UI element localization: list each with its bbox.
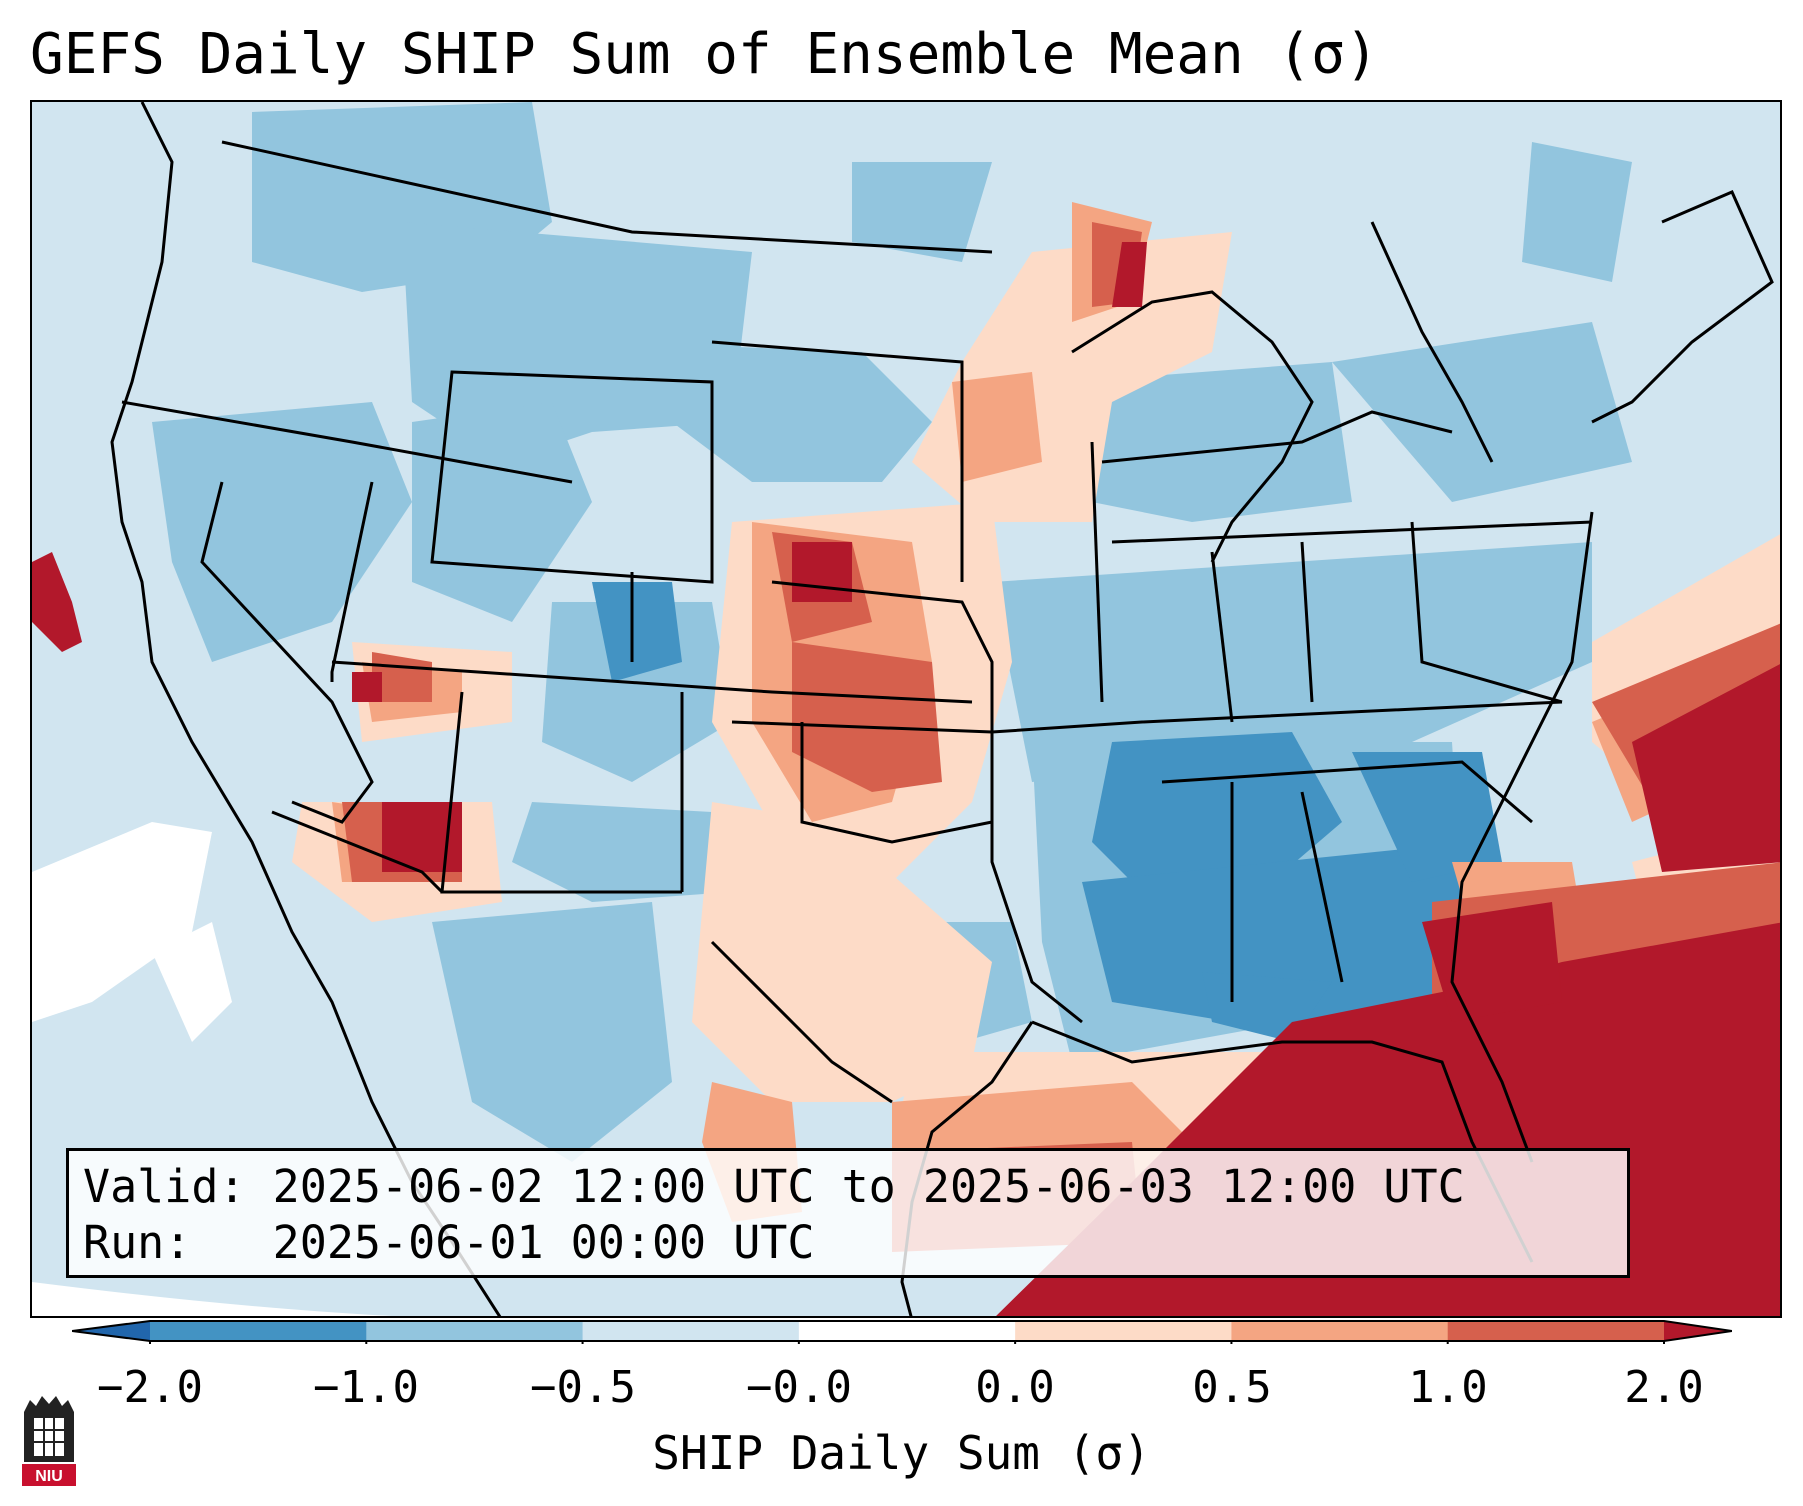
us-canada-border [221,140,993,254]
colorbar-tick-label: −1.0 [313,1362,419,1413]
colorbar-segment [150,1321,367,1341]
map-panel [30,100,1782,1318]
valid-time-text: Valid: 2025-06-02 12:00 UTC to 2025-06-0… [83,1160,1465,1213]
colorbar-tick-label: −2.0 [97,1362,203,1413]
colorbar-tick-label: 0.5 [1192,1362,1272,1413]
colorbar-tick-label: 1.0 [1408,1362,1488,1413]
colorbar-tick-label: −0.0 [746,1362,852,1413]
colorbar-segment [582,1321,800,1341]
colorbar-segment [1231,1321,1449,1341]
colorbar-extend-min [72,1321,150,1341]
colorbar-tick-label: 2.0 [1624,1362,1704,1413]
shading-neutral [32,822,232,1042]
map-canvas [32,102,1780,1316]
colorbar-segment [1015,1321,1232,1341]
boundaries [110,102,1774,1316]
pacific-coast [110,102,502,1316]
colorbar-segment [366,1321,584,1341]
chart-title: GEFS Daily SHIP Sum of Ensemble Mean (σ) [30,22,1379,87]
colorbar [72,1320,1732,1344]
run-time-text: Run: 2025-06-01 00:00 UTC [83,1216,815,1269]
or-ca-border [121,400,573,484]
niu-logo: NIU [22,1396,76,1486]
info-box: Valid: 2025-06-02 12:00 UTC to 2025-06-0… [66,1148,1630,1278]
colorbar-tick-label: −0.5 [530,1362,636,1413]
colorbar-extend-max [1664,1321,1732,1341]
colorbar-segment [1447,1321,1665,1341]
projection-edge-left [32,1282,392,1316]
logo-text: NIU [35,1468,63,1485]
colorbar-tick-label: 0.0 [975,1362,1055,1413]
colorbar-label: SHIP Daily Sum (σ) [652,1426,1151,1480]
colorbar-segment [798,1321,1016,1341]
